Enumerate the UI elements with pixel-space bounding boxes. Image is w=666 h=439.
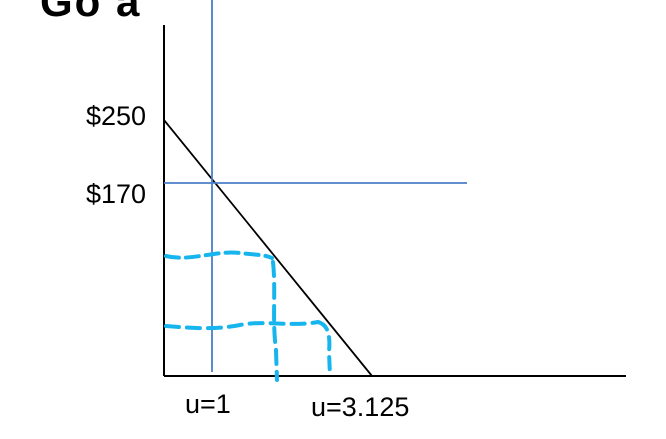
dashed-upper-horizontal [164, 250, 274, 260]
dashed-lower-horizontal [164, 320, 320, 331]
y-tick-label-250: $250 [86, 101, 147, 131]
x-tick-label-u1: u=1 [185, 389, 231, 419]
demand-line [163, 119, 373, 377]
x-tick-label-u3125: u=3.125 [311, 392, 410, 422]
title-fragment: Go a [40, 0, 142, 25]
y-tick-label-170: $170 [86, 179, 147, 209]
dashed-lower-vertical [316, 320, 332, 378]
dashed-upper-vertical [271, 260, 279, 382]
